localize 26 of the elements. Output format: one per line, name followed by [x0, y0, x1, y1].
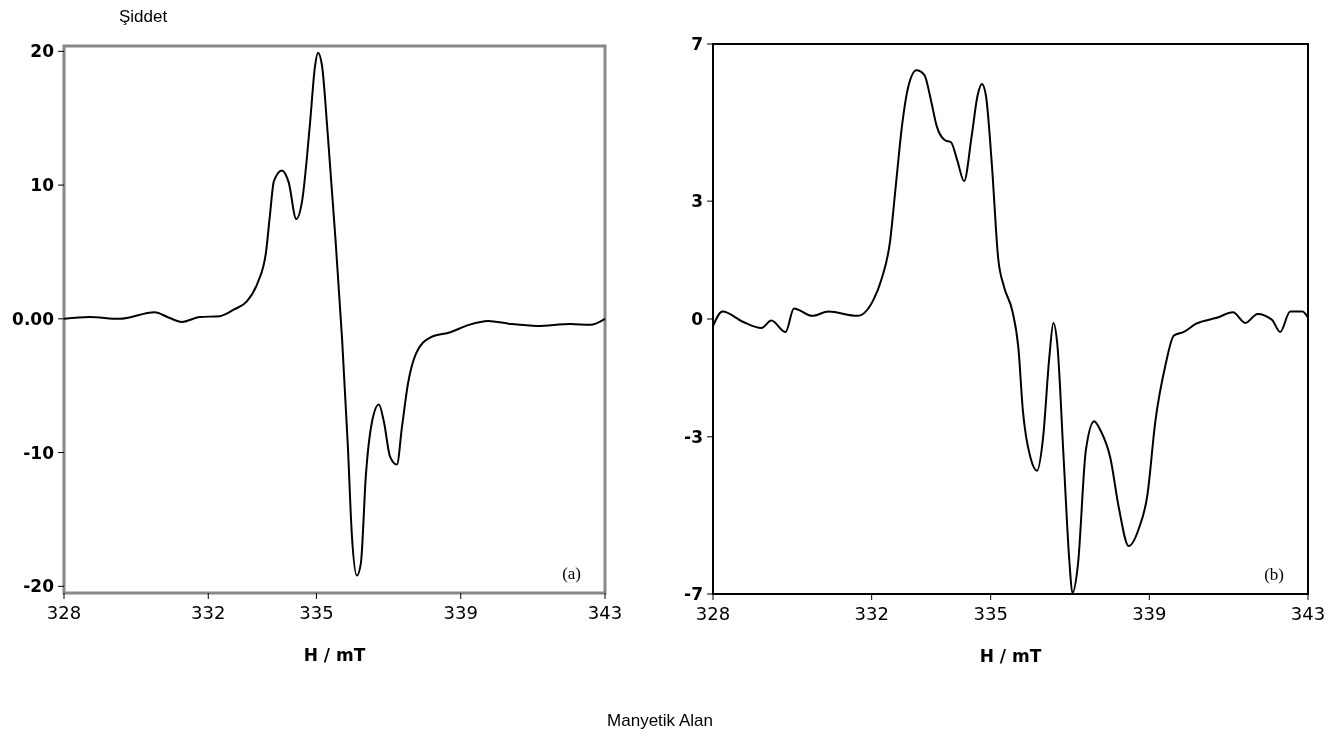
y-tick-label: -10 [23, 442, 55, 463]
x-tick-label: 339 [1132, 603, 1167, 624]
x-tick-label: 328 [46, 602, 82, 623]
x-axis-title: H / mT [303, 645, 366, 665]
x-tick-label: 343 [1290, 603, 1326, 624]
y-tick-label: -7 [684, 583, 703, 604]
y-tick-label: 20 [30, 41, 55, 62]
text: Manyetik Alan [607, 711, 713, 730]
x-tick-label: 339 [443, 602, 478, 623]
y-tick-label: 0 [691, 308, 704, 329]
x-tick-label: 343 [587, 602, 623, 623]
x-tick-label: 335 [299, 602, 334, 623]
y-tick-label: 0.00 [12, 308, 55, 329]
x-tick-label: 332 [191, 602, 226, 623]
y-axis-title: Şiddet [119, 7, 168, 26]
x-tick-label: 335 [973, 603, 1008, 624]
x-tick-label: 332 [854, 603, 889, 624]
y-tick-label: 10 [30, 175, 55, 196]
y-tick-label: 7 [691, 33, 703, 54]
y-tick-label: -3 [684, 426, 703, 447]
x-tick-label: 328 [695, 603, 731, 624]
annotation: (b) [1264, 565, 1284, 584]
x-axis-title: H / mT [979, 646, 1042, 666]
y-tick-label: 3 [691, 191, 703, 212]
annotation: (a) [562, 564, 581, 583]
y-tick-label: -20 [23, 576, 55, 597]
